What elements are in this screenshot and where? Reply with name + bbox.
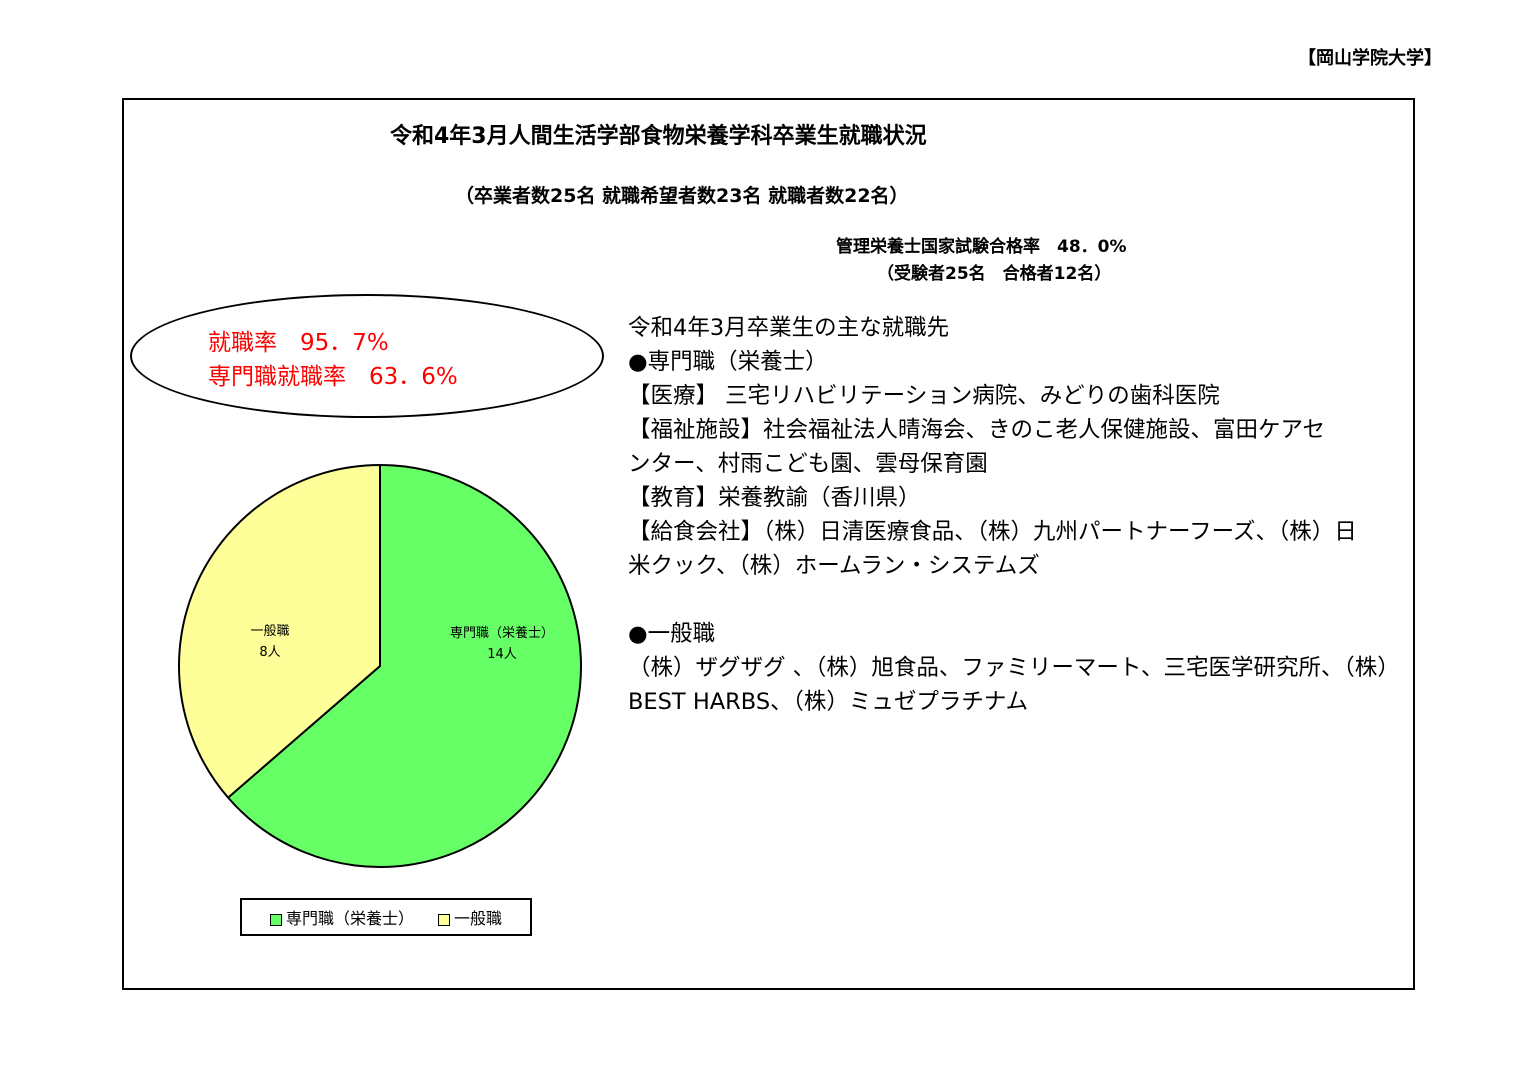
data-label-specialist: 専門職（栄養士） 14人	[432, 623, 572, 665]
chart-legend: 専門職（栄養士） 一般職	[240, 898, 532, 936]
legend-swatch	[438, 913, 450, 926]
destination-list: 令和4年3月卒業生の主な就職先 ●専門職（栄養士） 【医療】 三宅リハビリテーシ…	[628, 311, 1400, 719]
data-label-name: 一般職	[250, 624, 290, 639]
legend-label: 一般職	[454, 909, 503, 928]
list-line: 【教育】栄養教諭（香川県）	[628, 485, 921, 511]
legend-label: 専門職（栄養士）	[285, 909, 414, 928]
list-line: ●一般職	[628, 621, 716, 647]
list-line: BEST HARBS、（株）ミュゼプラチナム	[628, 689, 1029, 715]
pie-slice-general	[178, 463, 381, 800]
report-frame	[122, 98, 1415, 990]
employment-rate: 就職率 95．7%	[208, 330, 389, 356]
report-title: 令和4年3月人間生活学部食物栄養学科卒業生就職状況	[390, 124, 927, 149]
list-line: 令和4年3月卒業生の主な就職先	[628, 315, 950, 341]
list-line: （株）ザグザグ 、（株）旭食品、ファミリーマート、三宅医学研究所、（株）	[628, 655, 1400, 681]
legend-item-specialist: 専門職（栄養士）	[269, 905, 414, 929]
list-line: 【医療】 三宅リハビリテーション病院、みどりの歯科医院	[628, 383, 1220, 409]
legend-swatch	[269, 913, 282, 926]
university-label: 【岡山学院大学】	[1298, 48, 1442, 69]
legend-item-general: 一般職	[438, 905, 502, 929]
data-label-name: 専門職（栄養士）	[449, 626, 554, 641]
pie-slice-specialist	[226, 463, 582, 868]
data-label-value: 8人	[259, 645, 281, 660]
exam-pass-rate: 管理栄養士国家試験合格率 48．0%	[836, 237, 1127, 257]
rate-ellipse	[130, 294, 604, 418]
list-line: 【給食会社】（株）日清医療食品、（株）九州パートナーフーズ、（株）日	[628, 519, 1357, 545]
data-label-general: 一般職 8人	[230, 621, 310, 663]
data-label-value: 14人	[487, 647, 517, 662]
list-line: ●専門職（栄養士）	[628, 349, 828, 375]
list-line: ンター、村雨こども園、雲母保育園	[628, 451, 988, 477]
exam-detail: （受験者25名 合格者12名）	[877, 264, 1112, 284]
list-line: 【福祉施設】社会福祉法人晴海会、きのこ老人保健施設、富田ケアセ	[628, 417, 1326, 443]
list-line: 米クック、（株）ホームラン・システムズ	[628, 553, 1040, 579]
report-subtitle: （卒業者数25名 就職希望者数23名 就職者数22名）	[455, 185, 909, 207]
specialist-rate: 専門職就職率 63．6%	[208, 364, 458, 390]
